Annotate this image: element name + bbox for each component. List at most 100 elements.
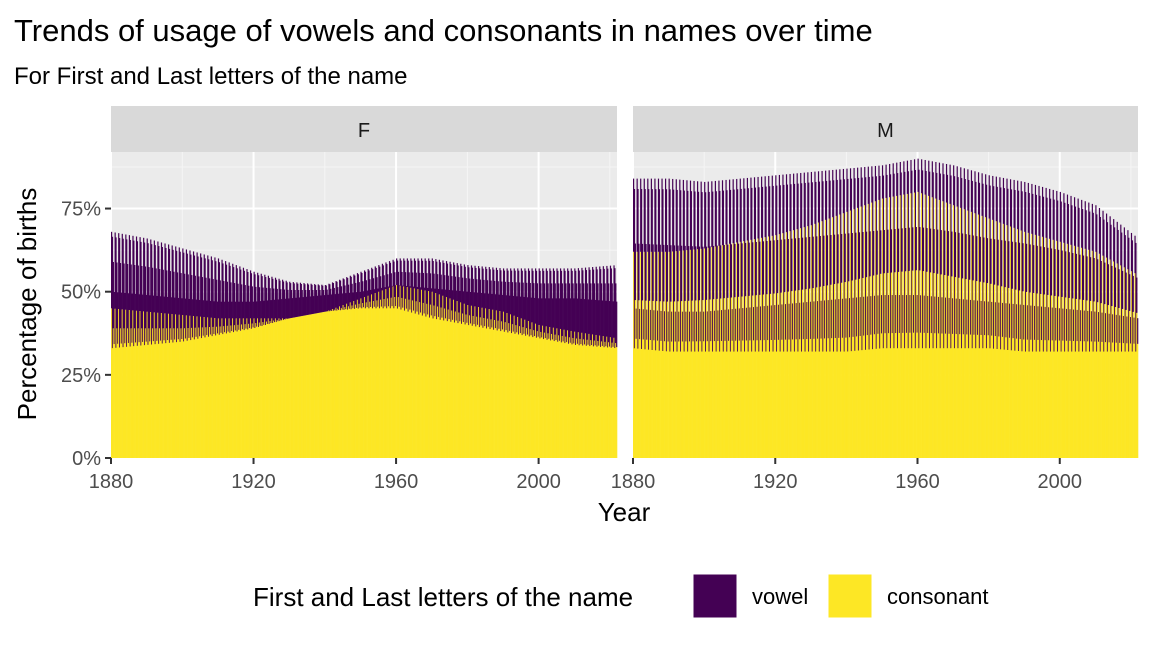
bar-vowel [785,174,788,233]
bar-vowel [422,272,424,303]
bar-consonant [505,330,507,458]
bar-consonant [728,340,730,458]
bar-vowel [787,238,789,292]
bar-consonant [608,346,611,458]
bar-vowel [397,271,400,298]
bar-vowel [718,180,720,246]
bar-vowel [956,166,958,207]
bar-vowel [375,267,377,309]
bar-consonant [740,351,742,458]
bar-vowel [996,186,998,349]
bar-consonant [526,328,528,458]
bar-vowel [584,267,587,334]
bar-consonant [613,337,615,458]
bar-vowel [442,260,444,296]
bar-consonant [849,210,852,458]
bar-vowel [961,233,964,279]
bar-consonant [170,339,172,458]
bar-consonant [873,334,876,458]
bar-consonant [536,331,539,458]
bar-consonant [155,328,157,458]
bar-consonant [332,310,335,458]
bar-vowel [689,311,691,342]
bar-consonant [894,272,896,458]
bar-vowel [361,273,363,309]
bar-vowel [649,309,652,341]
bar-consonant [1050,295,1053,458]
bar-consonant [132,310,134,458]
bar-consonant [868,349,870,458]
bar-vowel [468,267,470,326]
bar-consonant [1104,304,1106,458]
bar-consonant [851,280,853,458]
bar-vowel [593,283,596,341]
bar-consonant [365,302,367,458]
bar-consonant [317,312,319,458]
bar-consonant [721,340,723,458]
bar-vowel [427,287,429,315]
bar-vowel [678,311,680,342]
bar-consonant [502,329,504,458]
bar-consonant [127,342,130,458]
bar-consonant [771,235,773,458]
bar-consonant [444,308,446,458]
bar-consonant [1031,233,1033,458]
bar-vowel [876,230,878,275]
bar-vowel [987,301,989,336]
bar-vowel [936,172,938,349]
bar-consonant [720,298,722,458]
bar-vowel [1093,258,1095,302]
bar-vowel [1112,314,1114,343]
bar-vowel [502,294,504,330]
bar-consonant [188,337,190,458]
bar-vowel [332,283,335,311]
bar-vowel [118,233,120,309]
bar-vowel [821,170,823,222]
bar-vowel [1105,213,1108,258]
bar-consonant [1007,349,1009,458]
bar-vowel [435,259,437,294]
bar-consonant [364,308,367,458]
bar-vowel [577,268,579,333]
bar-vowel [1010,189,1013,351]
bar-vowel [793,173,795,231]
bar-vowel [925,170,927,349]
bar-vowel [943,174,945,349]
bar-vowel [119,263,122,329]
bar-vowel [527,297,529,335]
bar-vowel [698,246,700,301]
bar-vowel [823,235,825,287]
bar-consonant [137,328,139,458]
bar-vowel [285,280,287,319]
bar-vowel [647,178,649,252]
bar-consonant [1117,351,1119,458]
bar-vowel [748,242,750,296]
bar-consonant [400,309,402,458]
bar-consonant [758,351,760,458]
bar-vowel [274,299,276,323]
bar-vowel [1001,240,1003,287]
bar-vowel [571,270,573,345]
bar-vowel [990,238,992,284]
bar-consonant [1093,301,1095,458]
bar-consonant [584,344,586,458]
bar-consonant [518,334,520,458]
bar-vowel [799,302,801,340]
bar-vowel [563,268,565,330]
bar-vowel [995,176,997,222]
bar-vowel [1029,244,1031,293]
bar-consonant [245,328,247,458]
bar-vowel [941,297,943,334]
bar-vowel [300,283,302,317]
bar-vowel [966,299,968,335]
bar-vowel [1073,197,1076,246]
bar-vowel [681,245,683,302]
bar-consonant [510,333,513,458]
bar-vowel [513,268,515,316]
bar-vowel [608,283,610,343]
bar-vowel [342,278,344,305]
bar-consonant [149,341,151,458]
bar-consonant [912,270,914,458]
bar-vowel [574,268,576,332]
bar-vowel [579,283,581,339]
